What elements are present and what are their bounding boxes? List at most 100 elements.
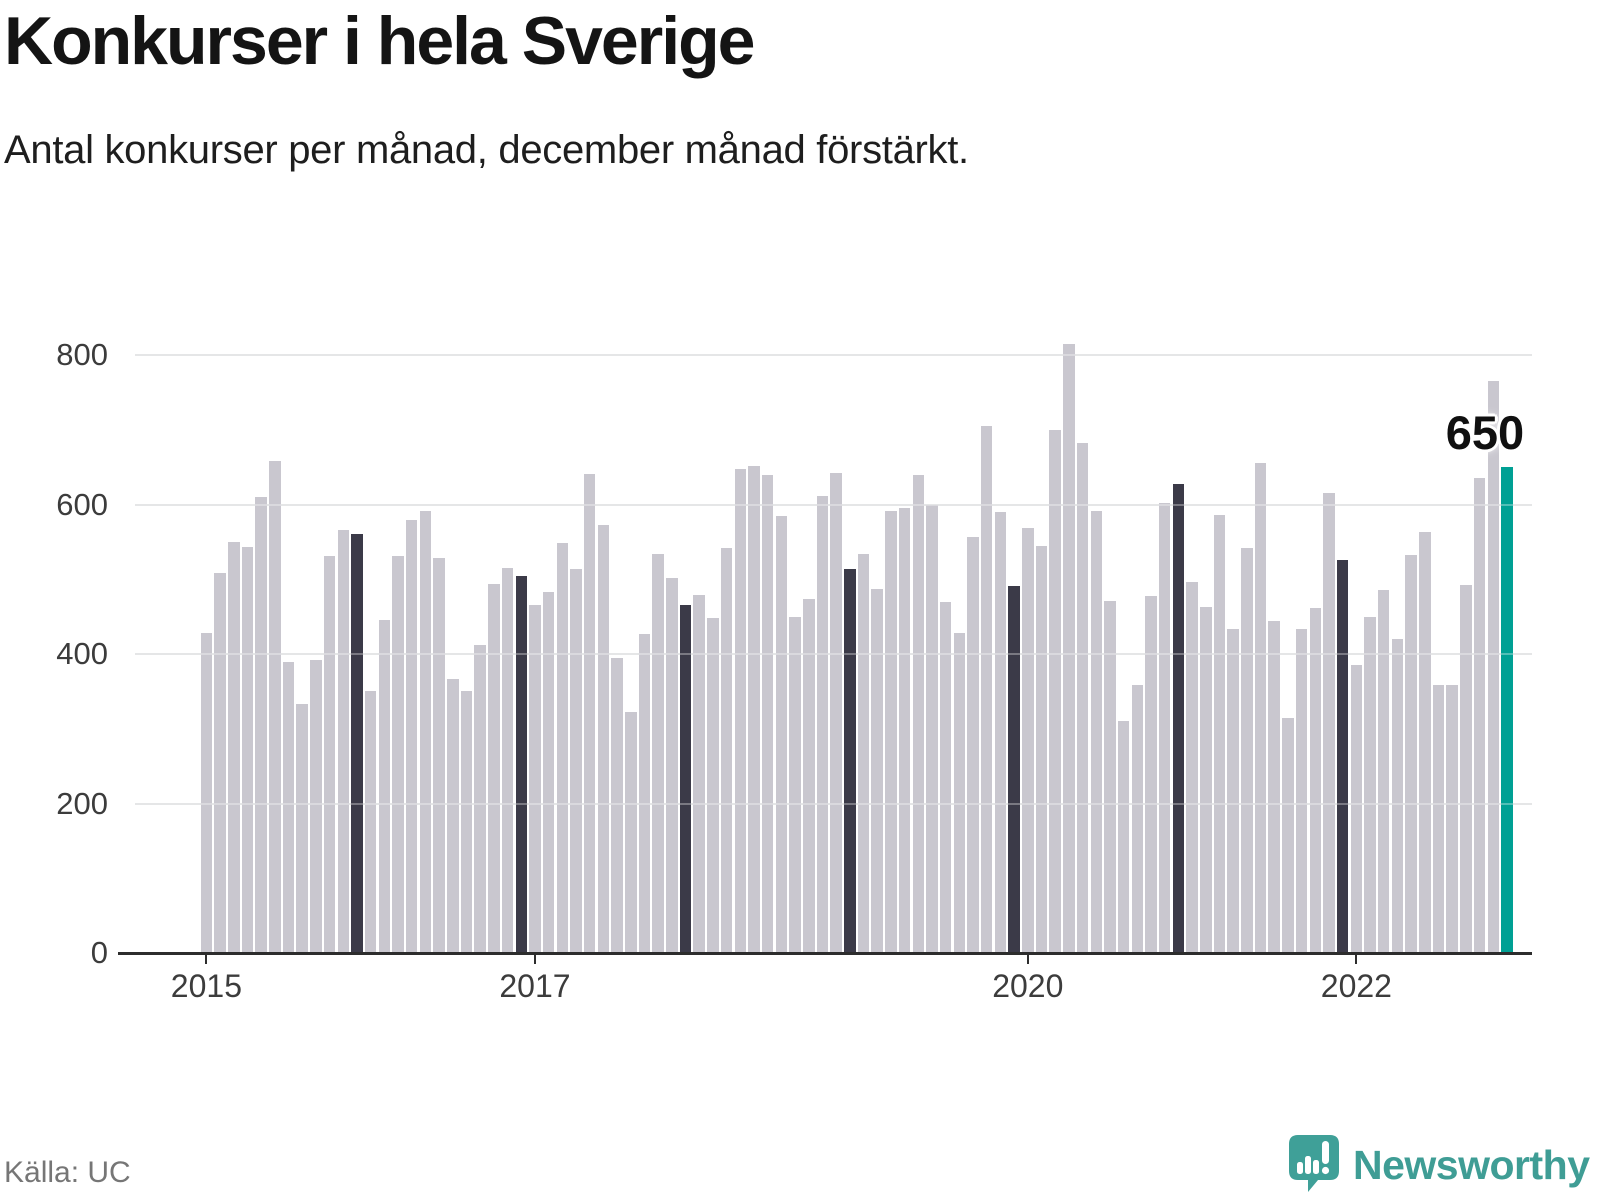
bar-2021-04 — [1227, 628, 1239, 953]
bar-2019-11 — [994, 512, 1007, 953]
bar-2018-03 — [720, 547, 733, 953]
page-title: Konkurser i hela Sverige — [4, 3, 755, 79]
newsworthy-logo: Newsworthy — [1288, 1134, 1590, 1197]
bar-2017-02 — [542, 592, 555, 953]
last-value-annotation: 650 — [1445, 406, 1525, 460]
newsworthy-logo-icon — [1288, 1134, 1340, 1197]
bar-2021-08 — [1282, 717, 1294, 953]
bar-2022-11 — [1487, 381, 1500, 953]
bar-2015-06 — [269, 461, 281, 953]
bar-2020-03 — [1049, 429, 1061, 954]
x-axis-tick-label: 2022 — [1320, 968, 1392, 1004]
x-axis-tick — [533, 954, 536, 964]
bar-2020-04 — [1063, 343, 1075, 953]
gridline-overlay — [135, 354, 1532, 356]
x-axis-tick-label: 2017 — [499, 968, 571, 1004]
bar-2016-11 — [501, 568, 514, 953]
bar-2015-08 — [296, 704, 308, 953]
bar-2018-06 — [761, 475, 774, 953]
bar-2018-12 — [844, 568, 856, 953]
bar-2019-03 — [885, 511, 897, 953]
source-note: Källa: UC — [4, 1156, 131, 1189]
bar-2015-01 — [200, 633, 213, 953]
bar-2020-08 — [1117, 721, 1130, 953]
bar-2015-04 — [241, 547, 254, 953]
x-axis-tick-label: 2020 — [992, 968, 1064, 1004]
bar-2018-07 — [775, 515, 788, 953]
y-axis-tick-label: 600 — [56, 486, 108, 522]
bar-2017-12 — [679, 605, 692, 953]
bar-2021-12 — [1336, 559, 1349, 953]
bar-2016-06 — [433, 558, 445, 953]
bar-2016-10 — [488, 583, 500, 953]
bar-2016-04 — [405, 519, 418, 954]
bar-2021-09 — [1295, 628, 1308, 953]
bar-2020-09 — [1131, 684, 1144, 953]
newsworthy-wordmark: Newsworthy — [1353, 1142, 1590, 1188]
bar-2017-05 — [583, 473, 596, 953]
bar-2019-01 — [857, 553, 870, 953]
bar-2021-03 — [1213, 515, 1226, 953]
bar-2017-11 — [666, 577, 678, 953]
bar-2020-11 — [1158, 503, 1171, 953]
y-axis-tick-label: 400 — [56, 636, 108, 671]
bar-2018-02 — [707, 618, 719, 953]
bar-2020-10 — [1145, 596, 1157, 953]
bar-2022-10 — [1473, 478, 1486, 953]
bar-2021-01 — [1186, 582, 1198, 953]
bar-2016-03 — [392, 556, 404, 953]
bar-2017-01 — [529, 604, 541, 953]
bar-2020-05 — [1076, 443, 1089, 953]
bar-2019-04 — [898, 507, 911, 953]
bar-2015-03 — [228, 541, 240, 953]
bar-2015-07 — [282, 662, 295, 953]
bar-2017-03 — [556, 543, 569, 953]
bar-2018-10 — [816, 496, 829, 953]
bar-2022-01 — [1350, 665, 1363, 953]
bar-2022-04 — [1391, 639, 1404, 953]
bar-2016-07 — [447, 679, 459, 953]
bar-2016-05 — [419, 511, 432, 953]
bar-2017-04 — [570, 568, 582, 953]
bar-2022-07 — [1432, 685, 1445, 953]
bar-2019-09 — [967, 537, 979, 953]
x-axis-tick — [205, 954, 208, 964]
bar-2020-02 — [1035, 546, 1048, 953]
bar-2015-12 — [351, 534, 363, 953]
bar-2021-10 — [1309, 608, 1322, 953]
bar-2015-10 — [323, 556, 336, 953]
x-axis-tick — [1026, 954, 1029, 964]
x-axis-tick-label: 2015 — [170, 968, 242, 1004]
bar-2020-07 — [1104, 600, 1116, 953]
gridline-overlay — [135, 653, 1532, 655]
bar-2017-07 — [611, 657, 623, 953]
page-subtitle: Antal konkurser per månad, december måna… — [4, 128, 969, 172]
bar-2021-06 — [1254, 463, 1267, 953]
bar-2018-05 — [748, 465, 760, 953]
bar-2015-05 — [255, 497, 267, 953]
bar-2022-03 — [1377, 589, 1390, 953]
bar-2022-05 — [1405, 554, 1417, 953]
bar-2019-05 — [912, 475, 925, 953]
bar-2015-11 — [337, 529, 350, 953]
gridline — [135, 354, 1532, 356]
x-axis-tick — [1355, 954, 1358, 964]
y-axis-tick-label: 800 — [56, 337, 108, 372]
bar-2020-01 — [1022, 527, 1034, 953]
bar-2015-02 — [214, 572, 226, 953]
bar-2019-07 — [939, 601, 952, 953]
bar-2016-01 — [364, 691, 377, 953]
bar-2019-06 — [926, 504, 938, 953]
bar-2016-08 — [460, 690, 473, 953]
bar-2017-09 — [638, 633, 651, 953]
bar-2019-10 — [980, 426, 993, 953]
bar-2022-02 — [1364, 616, 1376, 953]
gridline-overlay — [135, 503, 1532, 506]
bar-2018-11 — [830, 473, 842, 953]
y-axis-tick-label: 0 — [90, 935, 108, 970]
bar-2019-02 — [871, 589, 883, 953]
y-axis-tick-label: 200 — [56, 785, 108, 821]
bar-2021-07 — [1268, 621, 1280, 953]
